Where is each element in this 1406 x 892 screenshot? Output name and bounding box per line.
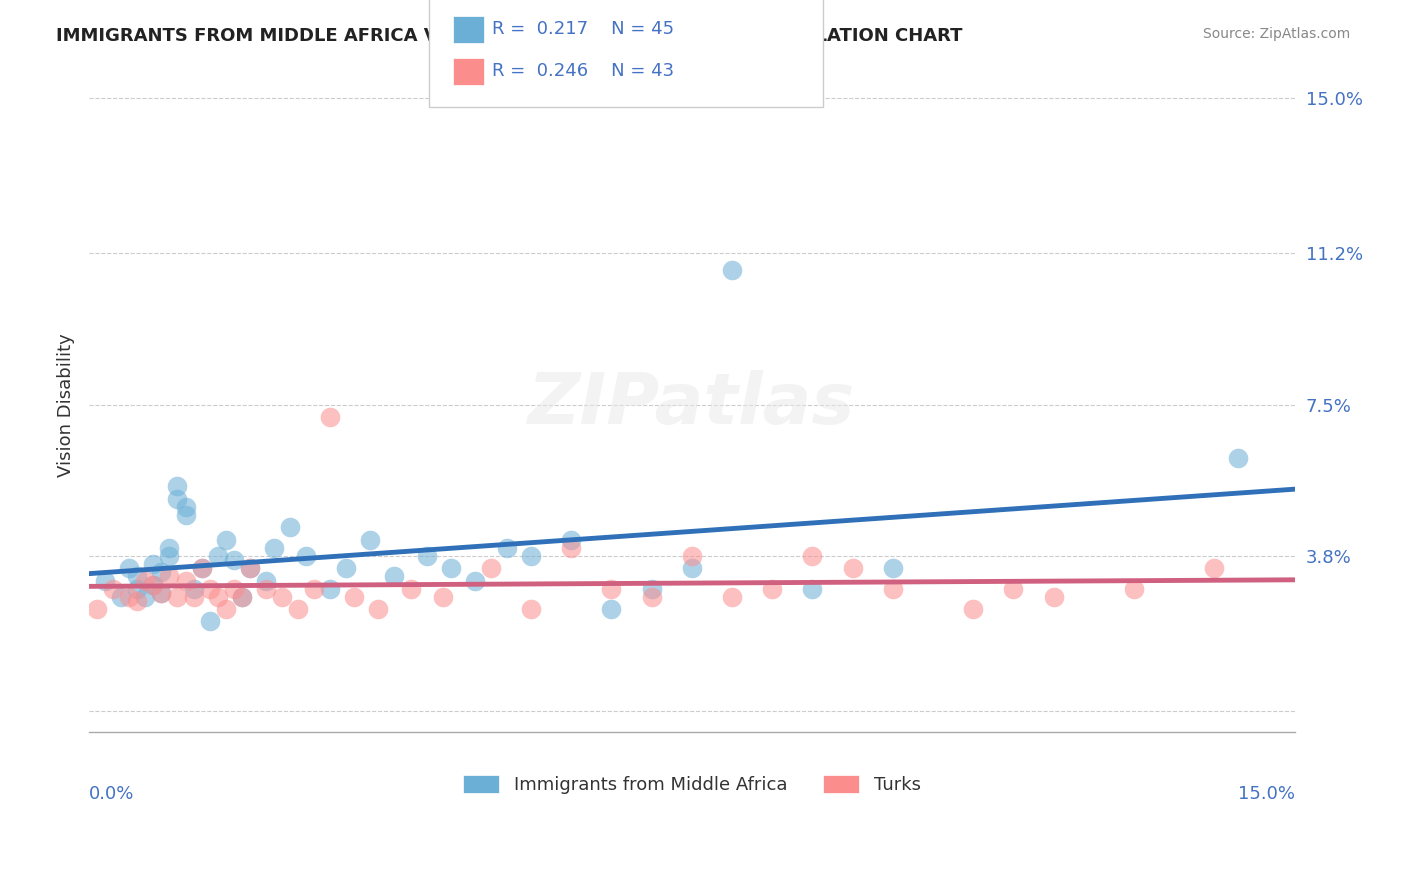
Point <box>159 541 181 555</box>
Legend: Immigrants from Middle Africa, Turks: Immigrants from Middle Africa, Turks <box>456 767 928 801</box>
Point <box>134 590 156 604</box>
Point <box>239 561 262 575</box>
Point <box>190 561 212 575</box>
Point <box>271 590 294 604</box>
Text: IMMIGRANTS FROM MIDDLE AFRICA VS TURKISH VISION DISABILITY CORRELATION CHART: IMMIGRANTS FROM MIDDLE AFRICA VS TURKISH… <box>56 27 963 45</box>
Point <box>295 549 318 563</box>
Point <box>118 590 141 604</box>
Point <box>86 602 108 616</box>
Point <box>231 590 253 604</box>
Point <box>464 574 486 588</box>
Point <box>432 590 454 604</box>
Point <box>761 582 783 596</box>
Text: 0.0%: 0.0% <box>89 785 135 803</box>
Point <box>962 602 984 616</box>
Point <box>319 582 342 596</box>
Point <box>600 582 623 596</box>
Point <box>319 409 342 424</box>
Point <box>440 561 463 575</box>
Point <box>520 602 543 616</box>
Point <box>359 533 381 547</box>
Point <box>174 574 197 588</box>
Point <box>640 582 662 596</box>
Point <box>142 577 165 591</box>
Point <box>640 590 662 604</box>
Point <box>183 590 205 604</box>
Point <box>110 590 132 604</box>
Point <box>520 549 543 563</box>
Point <box>1122 582 1144 596</box>
Point <box>159 569 181 583</box>
Point <box>198 582 221 596</box>
Point <box>335 561 357 575</box>
Point <box>222 553 245 567</box>
Point <box>134 574 156 588</box>
Point <box>239 561 262 575</box>
Point <box>150 566 173 580</box>
Point <box>207 590 229 604</box>
Point <box>600 602 623 616</box>
Point <box>560 541 582 555</box>
Point <box>841 561 863 575</box>
Point <box>127 594 149 608</box>
Point <box>166 491 188 506</box>
Point <box>721 262 744 277</box>
Point <box>302 582 325 596</box>
Point <box>496 541 519 555</box>
Text: R =  0.246    N = 43: R = 0.246 N = 43 <box>492 62 675 80</box>
Point <box>150 586 173 600</box>
Text: R =  0.217    N = 45: R = 0.217 N = 45 <box>492 21 675 38</box>
Point <box>231 590 253 604</box>
Point <box>415 549 437 563</box>
Point <box>127 569 149 583</box>
Point <box>198 615 221 629</box>
Point <box>681 561 703 575</box>
Point <box>1002 582 1025 596</box>
Text: Source: ZipAtlas.com: Source: ZipAtlas.com <box>1202 27 1350 41</box>
Point <box>142 577 165 591</box>
Point <box>721 590 744 604</box>
Point <box>101 582 124 596</box>
Point <box>118 561 141 575</box>
Point <box>254 582 277 596</box>
Text: ZIPatlas: ZIPatlas <box>529 370 855 439</box>
Point <box>94 574 117 588</box>
Point <box>343 590 366 604</box>
Point <box>183 582 205 596</box>
Point <box>560 533 582 547</box>
Point <box>174 508 197 522</box>
Point <box>681 549 703 563</box>
Point <box>166 590 188 604</box>
Point <box>207 549 229 563</box>
Point <box>159 549 181 563</box>
Point <box>384 569 406 583</box>
Point <box>1042 590 1064 604</box>
Point <box>801 582 824 596</box>
Point <box>215 602 238 616</box>
Point <box>263 541 285 555</box>
Point <box>287 602 309 616</box>
Point <box>882 561 904 575</box>
Point <box>142 557 165 571</box>
Y-axis label: Vision Disability: Vision Disability <box>58 333 75 476</box>
Point <box>174 500 197 514</box>
Point <box>166 479 188 493</box>
Point <box>150 586 173 600</box>
Point <box>278 520 301 534</box>
Point <box>1204 561 1226 575</box>
Point <box>215 533 238 547</box>
Point <box>190 561 212 575</box>
Text: 15.0%: 15.0% <box>1237 785 1295 803</box>
Point <box>127 582 149 596</box>
Point <box>367 602 389 616</box>
Point <box>254 574 277 588</box>
Point <box>479 561 502 575</box>
Point <box>399 582 422 596</box>
Point <box>222 582 245 596</box>
Point <box>882 582 904 596</box>
Point <box>1227 450 1250 465</box>
Point <box>801 549 824 563</box>
